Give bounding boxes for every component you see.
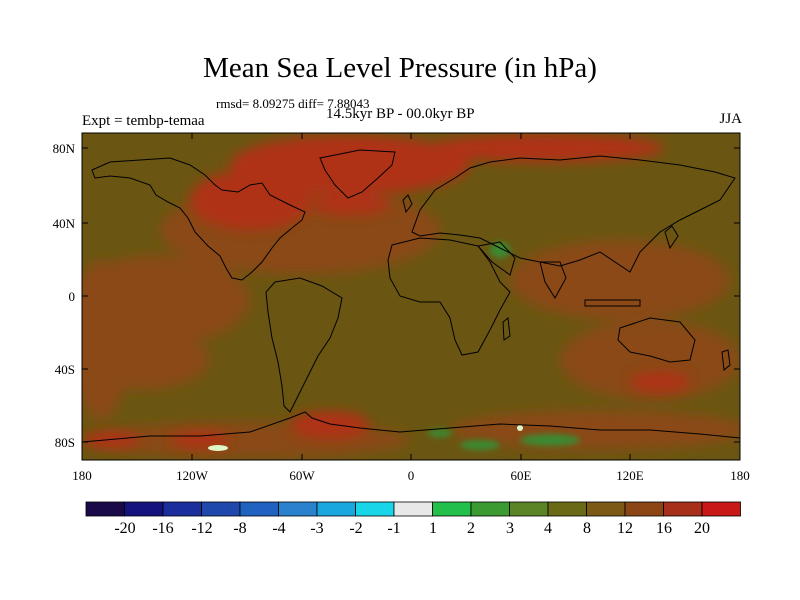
lat-tick-80s: 80S bbox=[54, 435, 75, 450]
coastline-japan bbox=[664, 225, 679, 250]
coastline-australia bbox=[617, 317, 696, 363]
colorbar-label: -4 bbox=[272, 520, 286, 537]
colorbar-swatch bbox=[393, 501, 433, 517]
colorbar-swatch bbox=[586, 501, 626, 517]
colorbar-swatch bbox=[201, 501, 241, 517]
colorbar-label: 12 bbox=[617, 520, 633, 537]
coastline-new-zealand bbox=[721, 349, 731, 371]
map-title: Mean Sea Level Pressure (in hPa) bbox=[203, 52, 597, 84]
coastline-india bbox=[539, 261, 567, 299]
colorbar-label: 2 bbox=[467, 520, 475, 537]
coastline-north-america bbox=[91, 157, 306, 281]
lon-tick-60w: 60W bbox=[289, 468, 315, 483]
pressure-field bbox=[82, 133, 740, 460]
lon-tick-60e: 60E bbox=[510, 468, 532, 483]
coastline-south-america bbox=[265, 277, 343, 413]
colorbar-label: 1 bbox=[429, 520, 437, 537]
colorbar-label: 3 bbox=[506, 520, 514, 537]
colorbar-swatch bbox=[509, 501, 549, 517]
colorbar bbox=[85, 501, 741, 517]
colorbar-label: 8 bbox=[583, 520, 591, 537]
hot-zones bbox=[82, 134, 690, 448]
bright-spot bbox=[517, 425, 523, 431]
colorbar-swatch bbox=[316, 501, 356, 517]
axis-ticks bbox=[81, 133, 741, 460]
coastline-eurasia bbox=[411, 155, 736, 273]
lon-tick-120e: 120E bbox=[616, 468, 644, 483]
colorbar-label: 4 bbox=[544, 520, 552, 537]
bright-spot bbox=[208, 445, 228, 451]
experiment-label: Expt = tembp-temaa bbox=[82, 113, 205, 129]
colorbar-swatch bbox=[701, 501, 741, 517]
colorbar-label: -8 bbox=[233, 520, 247, 537]
colorbar-label: 16 bbox=[656, 520, 672, 537]
colorbar-swatch bbox=[624, 501, 664, 517]
colorbar-swatch bbox=[432, 501, 472, 517]
colorbar-swatch bbox=[547, 501, 587, 517]
lon-tick-120w: 120W bbox=[176, 468, 208, 483]
colorbar-label: -2 bbox=[349, 520, 363, 537]
colorbar-label: -12 bbox=[191, 520, 213, 537]
colorbar-label: -16 bbox=[152, 520, 174, 537]
coastlines bbox=[82, 149, 740, 443]
colorbar-swatch bbox=[124, 501, 164, 517]
colorbar-label: 20 bbox=[694, 520, 710, 537]
colorbar-swatch bbox=[663, 501, 703, 517]
stats-text: rmsd= 8.09275 diff= 7.88043 bbox=[216, 96, 370, 111]
colorbar-label: -1 bbox=[387, 520, 401, 537]
period-label: 14.5kyr BP - 00.0kyr BP bbox=[326, 106, 475, 122]
coastline-arabia bbox=[477, 241, 516, 276]
colorbar-swatch bbox=[239, 501, 279, 517]
season-label: JJA bbox=[719, 111, 742, 127]
lon-tick-0: 0 bbox=[407, 468, 415, 483]
lat-tick-80n: 80N bbox=[52, 141, 75, 156]
lat-tick-0: 0 bbox=[68, 289, 76, 304]
coastline-madagascar bbox=[502, 317, 511, 341]
colorbar-swatch bbox=[355, 501, 395, 517]
coastline-indonesia bbox=[584, 299, 641, 307]
colorbar-swatch bbox=[162, 501, 202, 517]
lat-tick-40s: 40S bbox=[54, 362, 75, 377]
coastline-antarctica bbox=[82, 411, 740, 443]
lat-tick-40n: 40N bbox=[52, 216, 75, 231]
colorbar-swatch bbox=[85, 501, 125, 517]
colorbar-swatch bbox=[278, 501, 318, 517]
coastline-uk bbox=[402, 194, 413, 214]
coastline-greenland bbox=[319, 149, 396, 199]
colorbar-swatch bbox=[470, 501, 510, 517]
colorbar-label: -3 bbox=[310, 520, 324, 537]
lon-tick-180w: 180 bbox=[72, 468, 92, 483]
colorbar-label: -20 bbox=[114, 520, 136, 537]
lon-tick-180e: 180 bbox=[730, 468, 750, 483]
negative-anomaly-zones bbox=[428, 242, 580, 450]
